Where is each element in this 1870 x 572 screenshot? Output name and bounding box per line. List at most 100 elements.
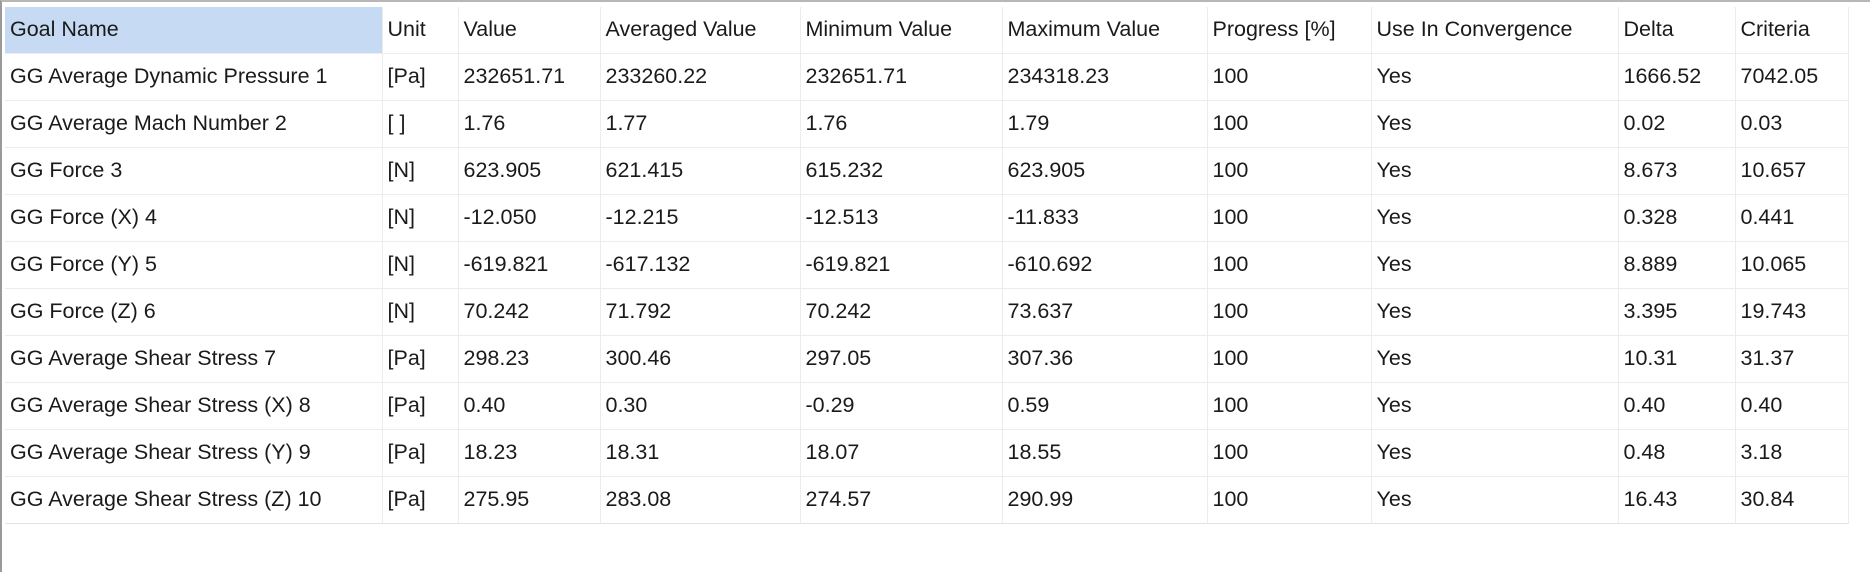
criteria-cell[interactable]: 30.84 xyxy=(1735,476,1849,524)
column-header-averaged-value[interactable]: Averaged Value xyxy=(600,7,801,54)
progress-cell[interactable]: 100 xyxy=(1207,335,1372,383)
minimum-value-cell[interactable]: 1.76 xyxy=(800,100,1003,148)
averaged-value-cell[interactable]: 18.31 xyxy=(600,429,801,477)
goal-name-cell[interactable]: GG Average Dynamic Pressure 1 xyxy=(5,53,383,101)
minimum-value-cell[interactable]: 274.57 xyxy=(800,476,1003,524)
goal-name-cell[interactable]: GG Force (Z) 6 xyxy=(5,288,383,336)
unit-cell[interactable]: [N] xyxy=(382,147,459,195)
value-cell[interactable]: 1.76 xyxy=(458,100,601,148)
progress-cell[interactable]: 100 xyxy=(1207,53,1372,101)
criteria-cell[interactable]: 7042.05 xyxy=(1735,53,1849,101)
use-in-convergence-cell[interactable]: Yes xyxy=(1371,335,1619,383)
criteria-cell[interactable]: 10.657 xyxy=(1735,147,1849,195)
delta-cell[interactable]: 8.673 xyxy=(1618,147,1736,195)
averaged-value-cell[interactable]: 621.415 xyxy=(600,147,801,195)
column-header-unit[interactable]: Unit xyxy=(382,7,459,54)
use-in-convergence-cell[interactable]: Yes xyxy=(1371,429,1619,477)
maximum-value-cell[interactable]: 307.36 xyxy=(1002,335,1208,383)
value-cell[interactable]: 298.23 xyxy=(458,335,601,383)
averaged-value-cell[interactable]: -12.215 xyxy=(600,194,801,242)
unit-cell[interactable]: [Pa] xyxy=(382,476,459,524)
goal-name-cell[interactable]: GG Average Mach Number 2 xyxy=(5,100,383,148)
table-row[interactable]: GG Force 3 [N] 623.905 621.415 615.232 623.90… xyxy=(5,147,1849,195)
use-in-convergence-cell[interactable]: Yes xyxy=(1371,147,1619,195)
minimum-value-cell[interactable]: -0.29 xyxy=(800,382,1003,430)
maximum-value-cell[interactable]: 18.55 xyxy=(1002,429,1208,477)
value-cell[interactable]: 70.242 xyxy=(458,288,601,336)
value-cell[interactable]: -12.050 xyxy=(458,194,601,242)
unit-cell[interactable]: [N] xyxy=(382,288,459,336)
unit-cell[interactable]: [N] xyxy=(382,194,459,242)
maximum-value-cell[interactable]: 73.637 xyxy=(1002,288,1208,336)
column-header-value[interactable]: Value xyxy=(458,7,601,54)
table-row[interactable]: GG Average Mach Number 2[ ] 1.76 1.77 1.76 1… xyxy=(5,100,1849,148)
minimum-value-cell[interactable]: 70.242 xyxy=(800,288,1003,336)
goal-name-cell[interactable]: GG Force (Y) 5 xyxy=(5,241,383,289)
maximum-value-cell[interactable]: 623.905 xyxy=(1002,147,1208,195)
progress-cell[interactable]: 100 xyxy=(1207,476,1372,524)
delta-cell[interactable]: 3.395 xyxy=(1618,288,1736,336)
averaged-value-cell[interactable]: 233260.22 xyxy=(600,53,801,101)
use-in-convergence-cell[interactable]: Yes xyxy=(1371,100,1619,148)
averaged-value-cell[interactable]: -617.132 xyxy=(600,241,801,289)
table-row[interactable]: GG Force (Z) 6 [N] 70.242 71.792 70.242 73.63… xyxy=(5,288,1849,336)
averaged-value-cell[interactable]: 0.30 xyxy=(600,382,801,430)
criteria-cell[interactable]: 0.40 xyxy=(1735,382,1849,430)
criteria-cell[interactable]: 10.065 xyxy=(1735,241,1849,289)
maximum-value-cell[interactable]: -610.692 xyxy=(1002,241,1208,289)
use-in-convergence-cell[interactable]: Yes xyxy=(1371,288,1619,336)
minimum-value-cell[interactable]: -619.821 xyxy=(800,241,1003,289)
progress-cell[interactable]: 100 xyxy=(1207,382,1372,430)
table-row[interactable]: GG Force (Y) 5 [N] -619.821 -617.132 -619.82… xyxy=(5,241,1849,289)
minimum-value-cell[interactable]: 18.07 xyxy=(800,429,1003,477)
value-cell[interactable]: 623.905 xyxy=(458,147,601,195)
column-header-progress[interactable]: Progress [%] xyxy=(1207,7,1372,54)
criteria-cell[interactable]: 0.441 xyxy=(1735,194,1849,242)
averaged-value-cell[interactable]: 300.46 xyxy=(600,335,801,383)
goal-name-cell[interactable]: GG Average Shear Stress (Y) 9 xyxy=(5,429,383,477)
goal-name-cell[interactable]: GG Force (X) 4 xyxy=(5,194,383,242)
table-row[interactable]: GG Average Shear Stress (X) 8 [Pa] 0.40 0.3… xyxy=(5,382,1849,430)
value-cell[interactable]: 0.40 xyxy=(458,382,601,430)
column-header-minimum-value[interactable]: Minimum Value xyxy=(800,7,1003,54)
column-header-criteria[interactable]: Criteria xyxy=(1735,7,1849,54)
table-row[interactable]: GG Average Shear Stress 7 [Pa] 298.23 300.4… xyxy=(5,335,1849,383)
delta-cell[interactable]: 0.02 xyxy=(1618,100,1736,148)
goal-name-cell[interactable]: GG Force 3 xyxy=(5,147,383,195)
averaged-value-cell[interactable]: 283.08 xyxy=(600,476,801,524)
maximum-value-cell[interactable]: 234318.23 xyxy=(1002,53,1208,101)
use-in-convergence-cell[interactable]: Yes xyxy=(1371,194,1619,242)
minimum-value-cell[interactable]: -12.513 xyxy=(800,194,1003,242)
progress-cell[interactable]: 100 xyxy=(1207,147,1372,195)
averaged-value-cell[interactable]: 71.792 xyxy=(600,288,801,336)
goal-name-cell[interactable]: GG Average Shear Stress 7 xyxy=(5,335,383,383)
unit-cell[interactable]: [ ] xyxy=(382,100,459,148)
value-cell[interactable]: 275.95 xyxy=(458,476,601,524)
unit-cell[interactable]: [Pa] xyxy=(382,335,459,383)
unit-cell[interactable]: [Pa] xyxy=(382,382,459,430)
minimum-value-cell[interactable]: 615.232 xyxy=(800,147,1003,195)
value-cell[interactable]: 18.23 xyxy=(458,429,601,477)
use-in-convergence-cell[interactable]: Yes xyxy=(1371,53,1619,101)
unit-cell[interactable]: [N] xyxy=(382,241,459,289)
table-row[interactable]: GG Average Shear Stress (Y) 9 [Pa] 18.23 18… xyxy=(5,429,1849,477)
delta-cell[interactable]: 1666.52 xyxy=(1618,53,1736,101)
progress-cell[interactable]: 100 xyxy=(1207,194,1372,242)
delta-cell[interactable]: 10.31 xyxy=(1618,335,1736,383)
column-header-maximum-value[interactable]: Maximum Value xyxy=(1002,7,1208,54)
minimum-value-cell[interactable]: 297.05 xyxy=(800,335,1003,383)
averaged-value-cell[interactable]: 1.77 xyxy=(600,100,801,148)
delta-cell[interactable]: 0.328 xyxy=(1618,194,1736,242)
goal-name-cell[interactable]: GG Average Shear Stress (X) 8 xyxy=(5,382,383,430)
criteria-cell[interactable]: 3.18 xyxy=(1735,429,1849,477)
unit-cell[interactable]: [Pa] xyxy=(382,429,459,477)
table-row[interactable]: GG Average Shear Stress (Z) 10 [Pa] 275.95… xyxy=(5,476,1849,524)
table-row[interactable]: GG Average Dynamic Pressure 1 [Pa] 232651.… xyxy=(5,53,1849,101)
unit-cell[interactable]: [Pa] xyxy=(382,53,459,101)
column-header-goal-name[interactable]: Goal Name xyxy=(5,7,383,54)
progress-cell[interactable]: 100 xyxy=(1207,100,1372,148)
criteria-cell[interactable]: 19.743 xyxy=(1735,288,1849,336)
maximum-value-cell[interactable]: 290.99 xyxy=(1002,476,1208,524)
value-cell[interactable]: -619.821 xyxy=(458,241,601,289)
progress-cell[interactable]: 100 xyxy=(1207,429,1372,477)
